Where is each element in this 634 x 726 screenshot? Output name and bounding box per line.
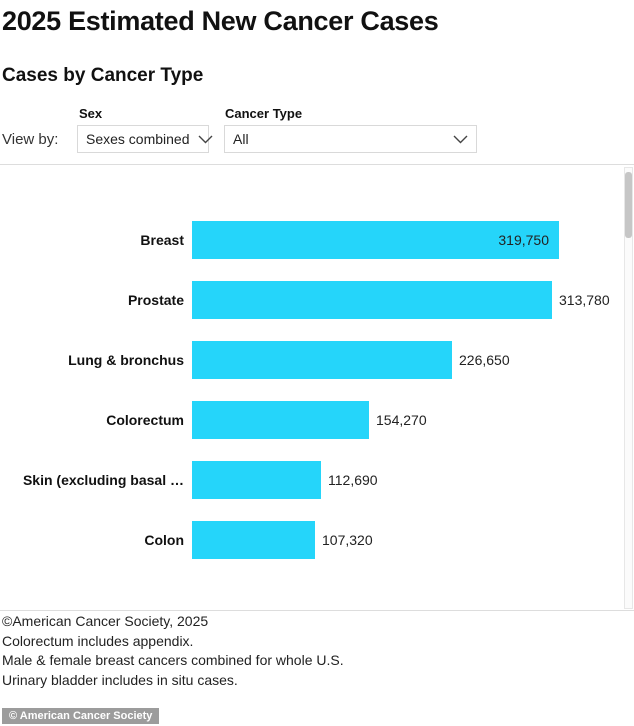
footnote-line: Urinary bladder includes in situ cases. [2,671,238,688]
bar-value-label: 107,320 [322,532,373,548]
brand-badge: © American Cancer Society [2,708,160,724]
bar-rows-container: Breast 319,750 Prostate 313,780 Lung & bronc… [0,221,624,581]
category-label: Colon [144,532,184,548]
cancer-type-dropdown[interactable]: All [224,125,477,153]
bar-row: Skin (excluding basal … 112,690 [0,461,624,499]
bar-row: Prostate 313,780 [0,281,624,319]
chevron-down-icon [198,135,213,144]
category-label: Colorectum [106,412,184,428]
cancer-type-dropdown-value: All [233,131,249,147]
bar-chart: Breast 319,750 Prostate 313,780 Lung & bronc… [0,165,634,610]
bar[interactable] [192,461,321,499]
bar[interactable] [192,401,369,439]
view-by-label: View by: [2,131,59,148]
bar-value-label: 154,270 [376,412,427,428]
controls-chart-divider [0,164,634,165]
chart-footer-divider [0,610,634,611]
page-title: 2025 Estimated New Cancer Cases [2,6,439,36]
bar-row: Colorectum 154,270 [0,401,624,439]
category-label: Skin (excluding basal … [22,472,184,488]
bar-row: Lung & bronchus 226,650 [0,341,624,379]
bar-value-label: 313,780 [559,292,610,308]
footnote-line: Colorectum includes appendix. [2,632,194,649]
sex-dropdown[interactable]: Sexes combined [77,125,213,153]
bar-value-label: 319,750 [498,232,549,248]
sex-dropdown-value: Sexes combined [86,131,190,147]
bar[interactable] [192,341,452,379]
bar[interactable]: 319,750 [192,221,559,259]
bar-track: 107,320 [192,521,624,559]
bar-track: 112,690 [192,461,624,499]
chevron-down-icon [453,135,468,144]
chart-scrollbar[interactable] [624,167,633,609]
footnote-line: Male & female breast cancers combined fo… [2,652,344,668]
bar-track: 319,750 [192,221,624,259]
category-label: Prostate [127,292,184,308]
footnotes: ©American Cancer Society, 2025 Colorectu… [2,612,344,690]
footnote-line: ©American Cancer Society, 2025 [2,613,209,629]
chart-scrollbar-thumb[interactable] [625,172,632,238]
bar-track: 226,650 [192,341,624,379]
bar-row: Breast 319,750 [0,221,624,259]
bar-value-label: 112,690 [328,472,378,488]
bar-value-label: 226,650 [459,352,510,368]
category-label: Breast [140,232,184,248]
sex-filter-label: Sex [79,106,103,121]
cancer-type-filter-label: Cancer Type [225,106,303,121]
bar-track: 313,780 [192,281,624,319]
bar[interactable] [192,521,315,559]
bar[interactable] [192,281,552,319]
category-label: Lung & bronchus [68,352,184,368]
chart-subtitle: Cases by Cancer Type [2,65,204,86]
bar-row: Colon 107,320 [0,521,624,559]
bar-track: 154,270 [192,401,624,439]
